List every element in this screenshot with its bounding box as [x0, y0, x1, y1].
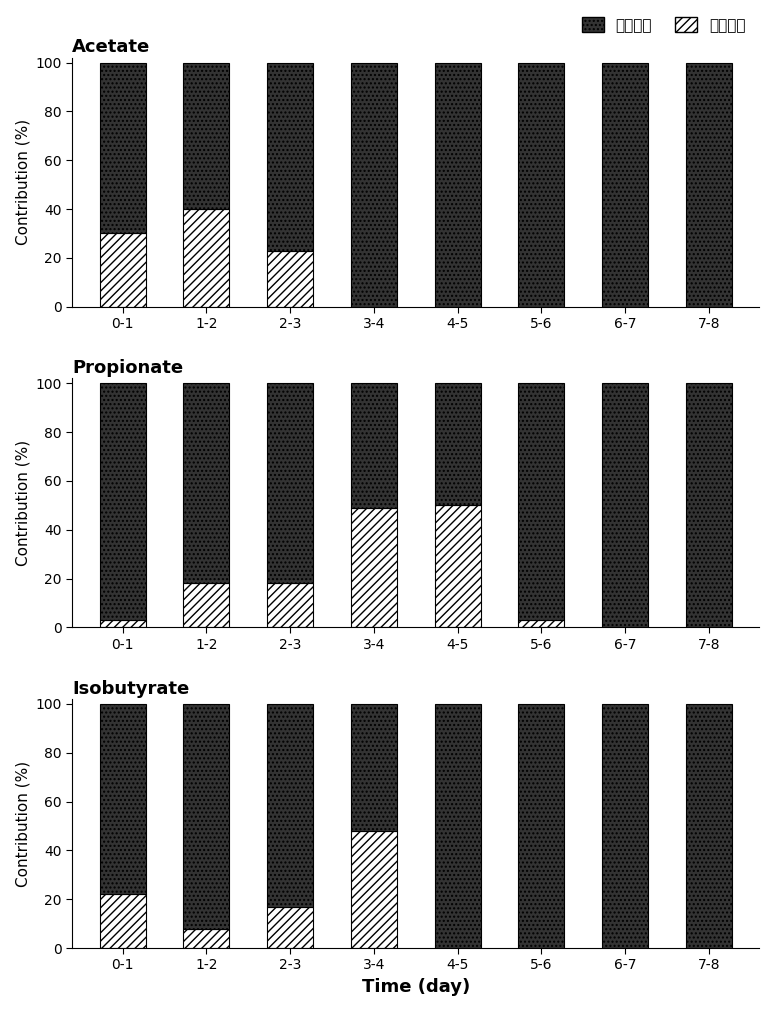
Bar [183, 583, 229, 628]
Bar [434, 63, 481, 306]
Bar [519, 63, 564, 306]
Y-axis label: Contribution (%): Contribution (%) [15, 119, 30, 246]
Bar [351, 831, 397, 948]
Bar [519, 620, 564, 628]
Bar [183, 63, 229, 209]
Bar [686, 63, 731, 306]
Bar [351, 63, 397, 306]
Bar [100, 620, 146, 628]
Bar [267, 63, 313, 251]
Bar [183, 383, 229, 583]
Bar [351, 508, 397, 628]
Bar [100, 895, 146, 948]
Bar [351, 383, 397, 508]
Bar [267, 383, 313, 583]
Bar [267, 251, 313, 306]
Legend: 무기탄소, 유기탄소: 무기탄소, 유기탄소 [576, 10, 752, 38]
Bar [267, 583, 313, 628]
Bar [434, 506, 481, 628]
Bar [100, 704, 146, 895]
Bar [434, 383, 481, 506]
Bar [519, 383, 564, 620]
Bar [602, 704, 648, 948]
Text: Acetate: Acetate [72, 38, 151, 57]
Text: Propionate: Propionate [72, 359, 183, 377]
Bar [100, 383, 146, 620]
Bar [183, 209, 229, 306]
Bar [686, 704, 731, 948]
Text: Isobutyrate: Isobutyrate [72, 679, 190, 698]
Bar [519, 704, 564, 948]
Bar [100, 63, 146, 234]
Bar [351, 704, 397, 831]
Bar [267, 704, 313, 907]
Bar [686, 383, 731, 628]
Bar [267, 907, 313, 948]
Bar [434, 704, 481, 948]
Bar [183, 928, 229, 948]
Bar [100, 234, 146, 306]
X-axis label: Time (day): Time (day) [361, 978, 470, 996]
Y-axis label: Contribution (%): Contribution (%) [15, 440, 30, 566]
Bar [602, 63, 648, 306]
Y-axis label: Contribution (%): Contribution (%) [15, 760, 30, 887]
Bar [602, 383, 648, 628]
Bar [183, 704, 229, 928]
